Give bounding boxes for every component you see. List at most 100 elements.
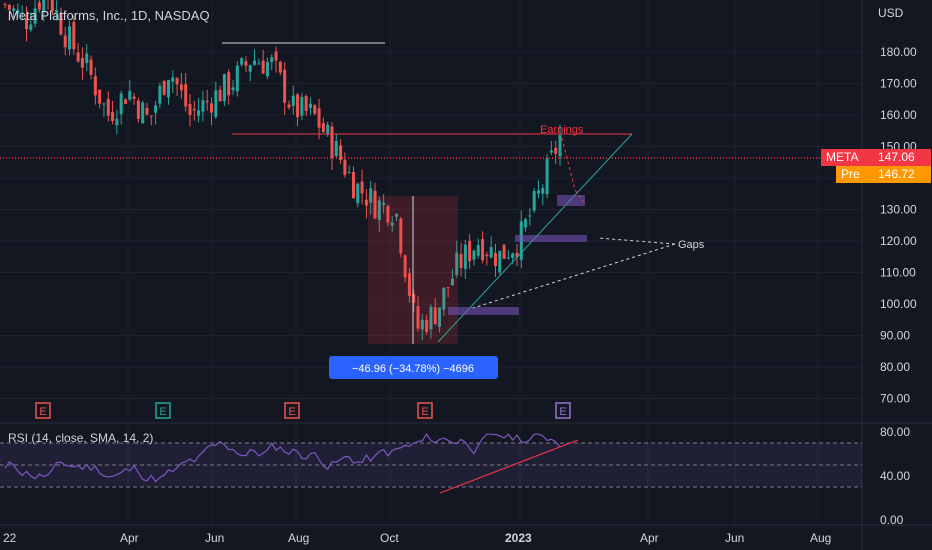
rsi-tick: 0.00 <box>880 513 904 527</box>
earnings-marker-label: E <box>288 406 295 418</box>
candle-body <box>425 319 429 332</box>
candle-body <box>283 69 287 103</box>
candle-body <box>218 89 222 102</box>
candle-body <box>231 87 235 91</box>
price-tick: 90.00 <box>880 329 910 343</box>
candle-body <box>476 245 480 256</box>
time-tick: Jun <box>725 531 744 545</box>
candle-body <box>386 206 390 223</box>
meta-price-badge: META 147.06 <box>821 149 931 166</box>
candle-body <box>106 98 110 116</box>
price-tick: 100.00 <box>880 297 917 311</box>
candle-body <box>261 60 265 74</box>
candle-body <box>377 200 381 220</box>
candle-body <box>111 112 115 121</box>
candle-body <box>498 250 502 273</box>
candle-body <box>502 244 506 259</box>
candle-body <box>192 108 196 111</box>
candle-body <box>63 35 67 48</box>
candle-body <box>511 253 515 258</box>
drawing-annotations: Earnings Gaps −46.96 (−34.78%) −4696 E E E E E <box>0 42 862 419</box>
candle-body <box>171 77 175 82</box>
candle-body <box>201 100 205 112</box>
chart-title: Meta Platforms, Inc., 1D, NASDAQ <box>8 8 210 23</box>
price-tick: 110.00 <box>880 266 916 280</box>
meta-badge-label: META <box>826 150 858 164</box>
candle-body <box>528 215 532 217</box>
candle-body <box>541 188 545 194</box>
candle-body <box>80 57 84 68</box>
candle-body <box>334 140 338 157</box>
candle-body <box>412 293 416 303</box>
candle-body <box>214 90 218 117</box>
candle-body <box>360 181 364 194</box>
price-tick: 180.00 <box>880 45 917 59</box>
candle-body <box>356 183 360 204</box>
candle-body <box>450 278 454 285</box>
candle-body <box>154 105 158 113</box>
candle-body <box>240 58 244 65</box>
candle-body <box>42 0 46 12</box>
pre-price-badge: Pre 146.72 <box>836 166 931 183</box>
price-tick: 160.00 <box>880 108 917 122</box>
candle-body <box>37 2 41 10</box>
candle-body <box>145 107 149 115</box>
pre-badge-value: 146.72 <box>878 167 915 181</box>
price-candles <box>3 0 562 341</box>
candle-body <box>420 319 424 330</box>
earnings-marker-label: E <box>39 406 46 418</box>
candle-body <box>296 94 300 118</box>
candle-body <box>549 150 553 153</box>
candle-body <box>291 95 295 107</box>
gap-box-3 <box>448 307 519 315</box>
candle-body <box>558 135 562 157</box>
candle-body <box>313 105 317 114</box>
candle-body <box>308 103 312 108</box>
candle-body <box>390 222 394 226</box>
candle-body <box>50 0 54 12</box>
candle-body <box>343 159 347 175</box>
candle-body <box>265 61 269 77</box>
candle-body <box>72 22 76 50</box>
candle-body <box>115 118 119 126</box>
candle-body <box>536 190 540 194</box>
earnings-marker <box>417 402 433 419</box>
candle-body <box>455 252 459 275</box>
candle-body <box>481 239 485 261</box>
gap-arrow-1 <box>597 237 676 245</box>
rsi-trendline <box>439 439 579 494</box>
candle-body <box>205 101 209 103</box>
candle-body <box>304 96 308 112</box>
candle-body <box>438 307 442 327</box>
candle-body <box>184 84 188 107</box>
time-tick: Aug <box>288 531 309 545</box>
time-tick: 2023 <box>505 531 532 545</box>
candle-body <box>89 59 93 75</box>
candle-body <box>257 63 261 65</box>
price-tick: 70.00 <box>880 392 910 406</box>
price-tick: 120.00 <box>880 234 917 248</box>
candle-body <box>179 84 183 91</box>
price-tick: 80.00 <box>880 360 910 374</box>
earnings-marker <box>35 402 51 419</box>
candle-body <box>141 102 145 124</box>
candle-body <box>317 108 321 128</box>
candle-body <box>545 158 549 195</box>
time-tick: Apr <box>120 531 139 545</box>
candle-body <box>149 115 153 117</box>
candle-body <box>532 191 536 211</box>
earnings-marker <box>555 402 571 419</box>
candle-body <box>29 24 33 30</box>
candle-body <box>197 110 201 116</box>
currency-label: USD <box>878 6 904 20</box>
rsi-label: RSI (14, close, SMA, 14, 2) <box>8 431 153 445</box>
candle-body <box>468 240 472 262</box>
time-tick: Apr <box>640 531 659 545</box>
earnings-projection <box>561 137 587 206</box>
candle-body <box>373 190 377 219</box>
candle-body <box>270 57 274 63</box>
candle-body <box>274 51 278 61</box>
rsi-pane: RSI (14, close, SMA, 14, 2) <box>0 431 862 494</box>
candle-body <box>102 103 106 105</box>
